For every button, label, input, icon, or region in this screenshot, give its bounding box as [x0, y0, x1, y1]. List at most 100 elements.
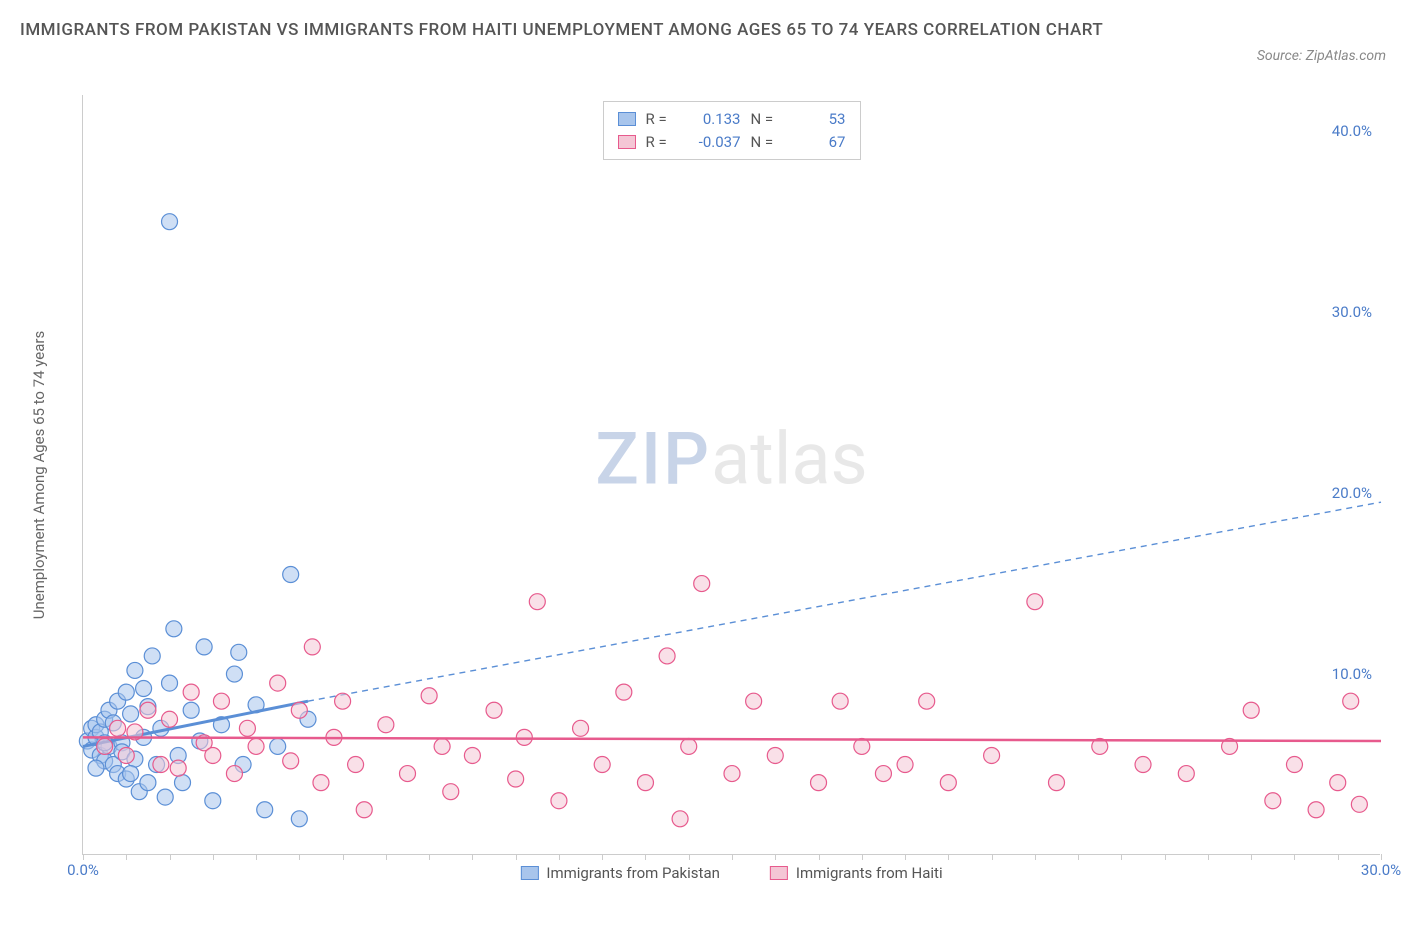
- data-point: [897, 757, 913, 773]
- data-point: [1351, 796, 1367, 812]
- x-minor-tick: [948, 854, 949, 860]
- x-minor-tick: [1208, 854, 1209, 860]
- data-point: [248, 738, 264, 754]
- legend-series-item: Immigrants from Pakistan: [520, 864, 720, 882]
- source-label: Source: ZipAtlas.com: [1257, 48, 1386, 64]
- data-point: [270, 738, 286, 754]
- x-minor-tick: [1121, 854, 1122, 860]
- data-point: [421, 688, 437, 704]
- x-minor-tick: [1381, 854, 1382, 860]
- x-minor-tick: [905, 854, 906, 860]
- x-minor-tick: [689, 854, 690, 860]
- data-point: [304, 639, 320, 655]
- data-point: [832, 693, 848, 709]
- data-point: [378, 717, 394, 733]
- x-minor-tick: [1251, 854, 1252, 860]
- data-point: [157, 789, 173, 805]
- x-minor-tick: [602, 854, 603, 860]
- x-minor-tick: [516, 854, 517, 860]
- data-point: [335, 693, 351, 709]
- legend-swatch: [520, 866, 538, 880]
- x-minor-tick: [83, 854, 84, 860]
- data-point: [226, 766, 242, 782]
- data-point: [811, 775, 827, 791]
- data-point: [1308, 802, 1324, 818]
- x-minor-tick: [1294, 854, 1295, 860]
- x-tick-label: 30.0%: [1361, 861, 1401, 879]
- data-point: [940, 775, 956, 791]
- data-point: [443, 784, 459, 800]
- legend-series-name: Immigrants from Haiti: [796, 864, 943, 882]
- data-point: [616, 684, 632, 700]
- x-tick-label: 0.0%: [67, 861, 99, 879]
- x-minor-tick: [732, 854, 733, 860]
- data-point: [529, 594, 545, 610]
- data-point: [166, 621, 182, 637]
- data-point: [767, 747, 783, 763]
- data-point: [400, 766, 416, 782]
- data-point: [97, 738, 113, 754]
- data-point: [205, 793, 221, 809]
- x-minor-tick: [1165, 854, 1166, 860]
- y-tick-label: 10.0%: [1332, 665, 1372, 683]
- data-point: [1286, 757, 1302, 773]
- n-label: N =: [751, 131, 781, 154]
- data-point: [1178, 766, 1194, 782]
- data-point: [594, 757, 610, 773]
- data-point: [257, 802, 273, 818]
- data-point: [1135, 757, 1151, 773]
- data-point: [1027, 594, 1043, 610]
- data-point: [434, 738, 450, 754]
- data-point: [270, 675, 286, 691]
- data-point: [183, 702, 199, 718]
- x-minor-tick: [126, 854, 127, 860]
- x-minor-tick: [170, 854, 171, 860]
- x-minor-tick: [819, 854, 820, 860]
- data-point: [681, 738, 697, 754]
- legend-stat-row: R =-0.037N =67: [618, 131, 846, 154]
- data-point: [213, 693, 229, 709]
- data-point: [118, 684, 134, 700]
- data-point: [226, 666, 242, 682]
- data-point: [348, 757, 364, 773]
- legend-swatch: [618, 135, 636, 149]
- x-minor-tick: [343, 854, 344, 860]
- data-point: [464, 747, 480, 763]
- data-point: [162, 711, 178, 727]
- data-point: [205, 747, 221, 763]
- n-value: 53: [791, 108, 846, 131]
- x-minor-tick: [299, 854, 300, 860]
- x-minor-tick: [559, 854, 560, 860]
- x-minor-tick: [1078, 854, 1079, 860]
- x-minor-tick: [1338, 854, 1339, 860]
- x-minor-tick: [645, 854, 646, 860]
- legend-stat-row: R =0.133N =53: [618, 108, 846, 131]
- data-point: [291, 811, 307, 827]
- data-point: [175, 775, 191, 791]
- data-point: [140, 775, 156, 791]
- data-point: [1343, 693, 1359, 709]
- data-point: [746, 693, 762, 709]
- data-point: [127, 662, 143, 678]
- data-point: [573, 720, 589, 736]
- data-point: [1243, 702, 1259, 718]
- legend-series-name: Immigrants from Pakistan: [546, 864, 720, 882]
- data-point: [919, 693, 935, 709]
- x-minor-tick: [213, 854, 214, 860]
- data-point: [984, 747, 1000, 763]
- data-point: [183, 684, 199, 700]
- data-point: [724, 766, 740, 782]
- data-point: [123, 766, 139, 782]
- data-point: [659, 648, 675, 664]
- data-point: [637, 775, 653, 791]
- y-tick-label: 20.0%: [1332, 484, 1372, 502]
- data-point: [291, 702, 307, 718]
- data-point: [170, 760, 186, 776]
- x-minor-tick: [256, 854, 257, 860]
- r-value: -0.037: [686, 131, 741, 154]
- data-point: [672, 811, 688, 827]
- data-point: [153, 757, 169, 773]
- r-label: R =: [646, 131, 676, 154]
- y-tick-label: 30.0%: [1332, 303, 1372, 321]
- data-point: [1049, 775, 1065, 791]
